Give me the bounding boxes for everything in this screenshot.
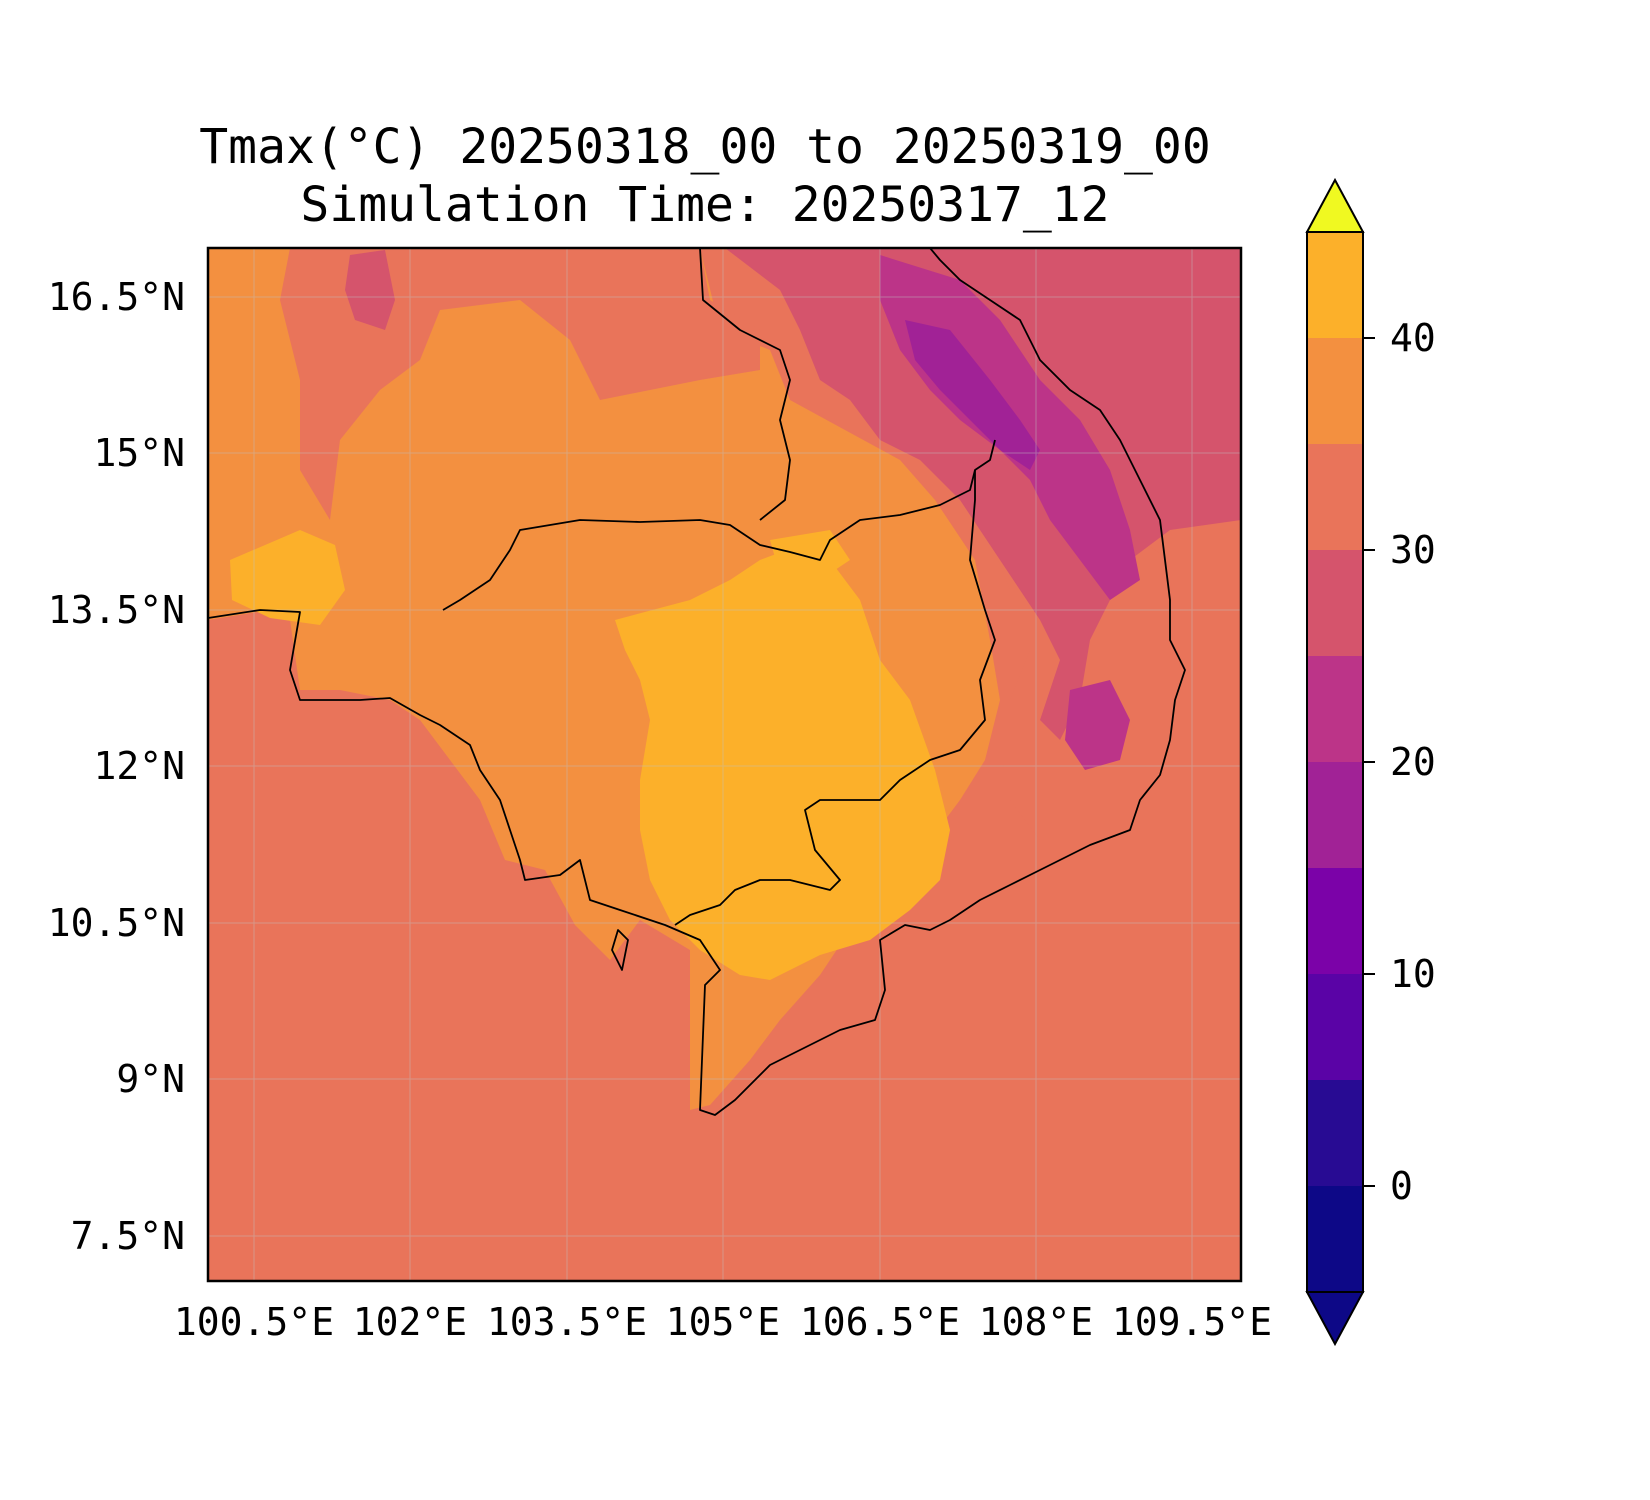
y-tick-label: 16.5°N — [48, 275, 185, 319]
colorbar-extend-high — [1305, 177, 1365, 233]
colorbar-extend-low — [1305, 1291, 1365, 1347]
map-title-line-2: Simulation Time: 20250317_12 — [300, 177, 1110, 233]
colorbar-segment — [1307, 1186, 1363, 1292]
x-tick-label: 103.5°E — [487, 1300, 647, 1344]
colorbar-segment — [1307, 762, 1363, 868]
contour-20-25 — [725, 248, 1241, 740]
colorbar-segment — [1307, 338, 1363, 444]
contour-35-40-west — [230, 530, 345, 625]
border-thailand-cambodia — [442, 439, 996, 611]
colorbar-tick-label: 10 — [1390, 952, 1436, 996]
colorbar-tick-label: 0 — [1390, 1164, 1413, 1208]
colorbar-ticks — [1363, 337, 1375, 1187]
border-vietnam-cambodia — [674, 470, 996, 926]
colorbar-tick-label: 30 — [1390, 528, 1436, 572]
x-tick-label: 108°E — [979, 1300, 1093, 1344]
colorbar-tick-label: 40 — [1390, 316, 1436, 360]
colorbar-labels: 40 30 20 10 0 — [1390, 316, 1436, 1208]
colorbar-segment — [1307, 232, 1363, 338]
y-tick-label: 12°N — [93, 744, 185, 788]
contour-35-40-small — [770, 530, 850, 580]
coastlines-borders — [208, 248, 1186, 1116]
y-axis-labels: 16.5°N 15°N 13.5°N 12°N 10.5°N 9°N 7.5°N — [48, 275, 185, 1258]
border-laos — [699, 248, 791, 521]
y-tick-label: 15°N — [93, 431, 185, 475]
colorbar-segments — [1307, 232, 1363, 1292]
y-tick-label: 10.5°N — [48, 901, 185, 945]
x-tick-label: 100.5°E — [174, 1300, 334, 1344]
contour-15-20-south — [1065, 680, 1130, 770]
colorbar-segment — [1307, 656, 1363, 762]
x-tick-label: 109.5°E — [1112, 1300, 1272, 1344]
gridlines — [208, 248, 1241, 1281]
x-axis-labels: 100.5°E 102°E 103.5°E 105°E 106.5°E 108°… — [174, 1300, 1272, 1344]
y-tick-label: 7.5°N — [71, 1214, 185, 1258]
island-phu-quoc — [611, 929, 629, 971]
contour-25-30-north — [280, 248, 760, 540]
colorbar: 40 30 20 10 0 — [1305, 177, 1436, 1347]
map-panel — [208, 248, 1241, 1281]
contour-10-15 — [905, 320, 1040, 470]
x-tick-label: 106.5°E — [800, 1300, 960, 1344]
colorbar-segment — [1307, 974, 1363, 1080]
colorbar-segment — [1307, 868, 1363, 974]
coastline — [208, 248, 1186, 1116]
colorbar-segment — [1307, 1080, 1363, 1186]
map-frame — [206, 246, 1243, 1283]
colorbar-segment — [1307, 550, 1363, 656]
contour-35-40 — [615, 545, 950, 980]
x-tick-label: 105°E — [666, 1300, 780, 1344]
map-title-line-1: Tmax(°C) 20250318_00 to 20250319_00 — [199, 119, 1211, 175]
y-tick-label: 13.5°N — [48, 588, 185, 632]
y-tick-label: 9°N — [116, 1057, 185, 1101]
contour-20-25-west — [345, 250, 395, 330]
x-tick-label: 102°E — [353, 1300, 467, 1344]
colorbar-segment — [1307, 444, 1363, 550]
colorbar-tick-label: 20 — [1390, 740, 1436, 784]
